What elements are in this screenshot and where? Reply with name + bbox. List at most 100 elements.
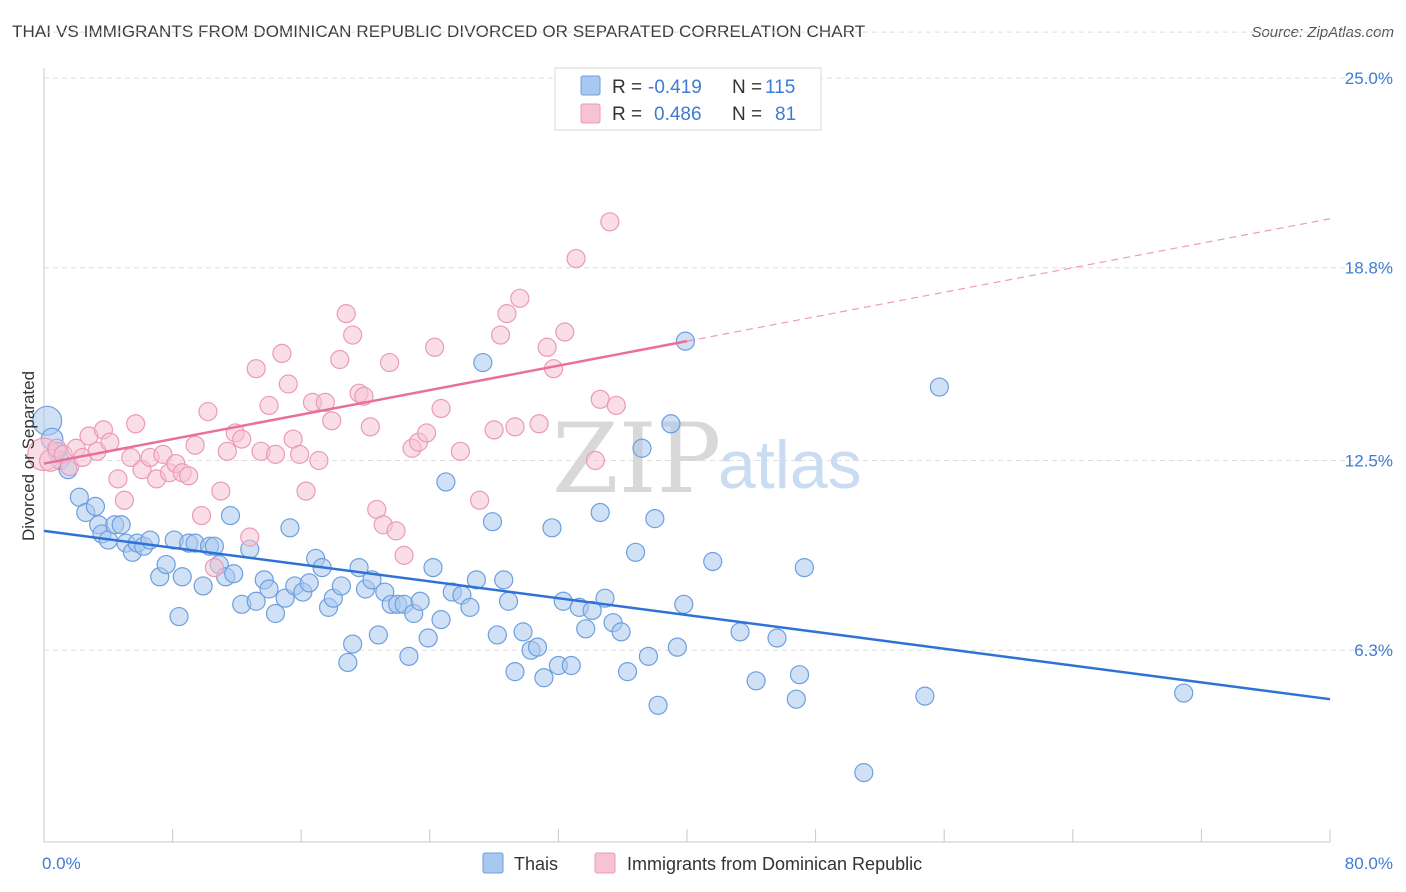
- x-tick-labels: 0.0% 80.0%: [42, 854, 1393, 873]
- thais-point: [399, 646, 419, 666]
- dominican-point: [179, 466, 199, 486]
- dominican-point: [450, 441, 470, 461]
- thais-point: [534, 668, 554, 688]
- thais-point: [648, 695, 668, 715]
- dominican-point: [497, 304, 517, 324]
- thais-point: [590, 502, 610, 523]
- dominican-point: [278, 374, 298, 394]
- thais-point: [259, 579, 279, 599]
- thais-point: [854, 763, 874, 783]
- thais-point: [224, 564, 244, 584]
- thais-point: [498, 591, 519, 611]
- legend-n-value-1: 81: [775, 104, 796, 125]
- thais-point: [513, 622, 533, 642]
- dominican-point: [555, 322, 575, 342]
- legend-swatch-dominican: [580, 103, 601, 124]
- chart-title: THAI VS IMMIGRANTS FROM DOMINICAN REPUBL…: [12, 22, 866, 41]
- dominican-point: [121, 447, 141, 468]
- trend-lines: [43, 218, 1331, 701]
- dominican-point: [343, 325, 363, 345]
- watermark-atlas: atlas: [718, 427, 862, 503]
- dominican-trend-line: [43, 339, 688, 465]
- dominican-trend-line-extension: [686, 218, 1331, 342]
- legend-n-value-0: 115: [765, 77, 795, 98]
- y-tick-label: 18.8%: [1345, 259, 1393, 278]
- thais-point: [929, 377, 949, 397]
- legend-r-label-1: R =: [612, 104, 642, 125]
- series-legend-swatch-dominican: [594, 852, 616, 874]
- thais-point: [431, 610, 451, 630]
- dominican-point: [204, 557, 224, 578]
- dominican-point: [431, 398, 451, 419]
- dominican-point: [590, 389, 610, 409]
- thais-point: [169, 606, 189, 627]
- dominican-point: [322, 411, 342, 431]
- dominican-point: [309, 450, 329, 471]
- x-tick-label-min: 0.0%: [42, 854, 81, 873]
- dominican-point: [232, 429, 252, 449]
- thais-point: [611, 622, 631, 642]
- thais-point: [645, 509, 665, 529]
- dominican-point: [470, 490, 490, 510]
- thais-point: [576, 619, 596, 639]
- dominican-point: [217, 441, 237, 461]
- thais-point: [220, 505, 241, 526]
- dominican-point: [198, 401, 218, 422]
- dominican-point: [100, 432, 120, 452]
- thais-point: [561, 655, 581, 676]
- dominican-point: [394, 545, 414, 565]
- thais-point: [703, 551, 723, 572]
- dominican-point: [289, 444, 310, 464]
- dominican-point: [272, 343, 292, 363]
- thais-point: [1174, 683, 1194, 703]
- y-tick-label: 25.0%: [1345, 69, 1393, 88]
- series-legend: Thais Immigrants from Dominican Republic: [482, 852, 922, 874]
- thais-point: [156, 554, 176, 575]
- dominican-point: [108, 469, 128, 489]
- thais-point: [193, 576, 213, 596]
- legend-r-value-1: 0.486: [654, 104, 702, 125]
- dominican-point: [380, 352, 400, 373]
- dominican-point: [185, 435, 205, 455]
- dominican-point: [510, 288, 530, 308]
- dominican-point: [505, 417, 525, 437]
- x-tick-label-max: 80.0%: [1345, 854, 1393, 873]
- dominican-point: [336, 304, 356, 324]
- thais-point: [786, 689, 806, 709]
- legend-r-label-0: R =: [612, 77, 642, 98]
- dominican-point: [240, 527, 260, 547]
- thais-point: [661, 414, 681, 434]
- dominican-point: [126, 414, 146, 434]
- thais-point: [85, 496, 106, 516]
- thais-point: [265, 603, 286, 624]
- dominican-point: [606, 395, 626, 416]
- dominican-point: [425, 337, 445, 357]
- thais-point: [111, 515, 131, 535]
- dominican-point: [529, 414, 549, 434]
- thais-point: [410, 591, 430, 611]
- y-tick-labels: 6.3% 12.5% 18.8% 25.0%: [1345, 69, 1393, 660]
- thais-point: [482, 512, 503, 532]
- thais-point: [494, 570, 514, 590]
- y-axis-label: Divorced or Separated: [19, 371, 38, 541]
- thais-point: [246, 591, 266, 611]
- legend-n-label-1: N =: [732, 104, 762, 125]
- correlation-legend: R = -0.419 N = 115 R = 0.486 N = 81: [554, 67, 822, 131]
- thais-point: [638, 646, 659, 666]
- y-tick-label: 12.5%: [1345, 452, 1393, 471]
- thais-point: [789, 665, 810, 685]
- thais-point: [172, 567, 192, 587]
- dominican-point: [246, 359, 266, 379]
- thais-point: [368, 625, 388, 645]
- thais-point: [423, 557, 443, 578]
- dominican-point: [114, 490, 134, 510]
- thais-point: [730, 622, 750, 642]
- dominican-point: [566, 248, 586, 269]
- thais-point: [280, 518, 300, 538]
- dominican-point: [416, 423, 437, 443]
- thais-point: [794, 557, 814, 578]
- dominican-point: [259, 395, 279, 416]
- thais-point: [505, 662, 525, 682]
- thais-point: [542, 518, 562, 538]
